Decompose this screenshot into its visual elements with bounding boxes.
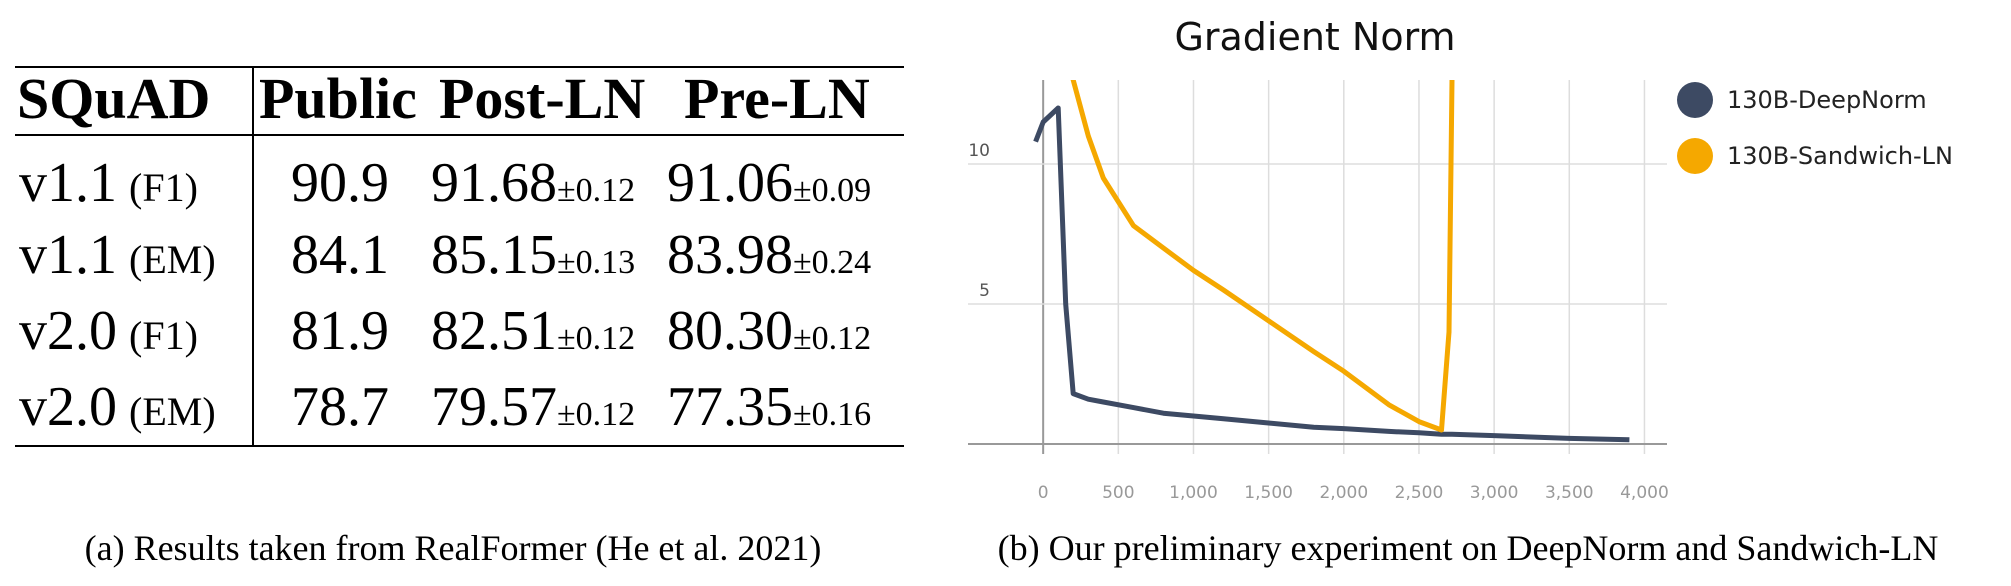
cell: 77.35±0.16 — [667, 376, 871, 438]
cell-std: ±0.09 — [793, 172, 871, 209]
cell-value: 85.15 — [431, 224, 557, 286]
cell: 83.98±0.24 — [667, 224, 871, 286]
x-tick-label: 3,500 — [1545, 483, 1594, 503]
cell-std: ±0.13 — [557, 244, 635, 281]
row-label: v1.1 (EM) — [19, 224, 216, 286]
x-tick-label: 3,000 — [1470, 483, 1519, 503]
cell: 91.06±0.09 — [667, 152, 871, 214]
x-tick-label: 1,500 — [1244, 483, 1293, 503]
cell-std: ±0.16 — [793, 396, 871, 433]
x-tick-label: 1,000 — [1169, 483, 1218, 503]
cell-value: 91.68 — [431, 152, 557, 214]
x-tick-label: 2,500 — [1395, 483, 1444, 503]
cell: 81.9 — [291, 300, 389, 362]
cell: 79.57±0.12 — [431, 376, 635, 438]
legend-label: 130B-Sandwich-LN — [1727, 142, 1953, 170]
table-header: Post-LN — [439, 66, 645, 131]
series-line — [1033, 105, 1630, 443]
metric: (EM) — [129, 237, 216, 282]
metric: (F1) — [129, 313, 198, 358]
cell-std: ±0.12 — [557, 396, 635, 433]
table-header: SQuAD — [17, 66, 210, 131]
cell-value: 91.06 — [667, 152, 793, 214]
cell-value: 82.51 — [431, 300, 557, 362]
cell: 80.30±0.12 — [667, 300, 871, 362]
cell: 85.15±0.13 — [431, 224, 635, 286]
version: v2.0 — [19, 376, 117, 438]
version: v1.1 — [19, 224, 117, 286]
cell: 82.51±0.12 — [431, 300, 635, 362]
cell: 91.68±0.12 — [431, 152, 635, 214]
metric: (EM) — [129, 389, 216, 434]
metric: (F1) — [129, 165, 198, 210]
cell-std: ±0.12 — [557, 172, 635, 209]
cell-std: ±0.12 — [793, 320, 871, 357]
table-header: Pre-LN — [684, 66, 870, 131]
caption: (b) Our preliminary experiment on DeepNo… — [998, 528, 1939, 568]
row-label: v2.0 (F1) — [19, 300, 198, 362]
version: v2.0 — [19, 300, 117, 362]
legend-label: 130B-DeepNorm — [1727, 86, 1927, 114]
cell-value: 83.98 — [667, 224, 793, 286]
chart-title: Gradient Norm — [1174, 15, 1455, 59]
x-tick-label: 4,000 — [1620, 483, 1669, 503]
cell-std: ±0.12 — [557, 320, 635, 357]
table-header: Public — [259, 66, 417, 131]
cell-value: 77.35 — [667, 376, 793, 438]
x-tick-label: 500 — [1102, 483, 1134, 503]
cell-value: 80.30 — [667, 300, 793, 362]
cell: 90.9 — [291, 152, 389, 214]
row-label: v2.0 (EM) — [19, 376, 216, 438]
y-tick-label: 5 — [979, 281, 990, 301]
legend-marker — [1677, 138, 1713, 174]
row-label: v1.1 (F1) — [19, 152, 198, 214]
x-tick-label: 2,000 — [1319, 483, 1368, 503]
series-line — [1070, 80, 1455, 433]
y-tick-label: 10 — [968, 141, 990, 161]
caption: (a) Results taken from RealFormer (He et… — [85, 528, 822, 568]
x-tick-label: 0 — [1038, 483, 1049, 503]
cell-value: 79.57 — [431, 376, 557, 438]
cell-std: ±0.24 — [793, 244, 871, 281]
cell: 78.7 — [291, 376, 389, 438]
version: v1.1 — [19, 152, 117, 214]
cell: 84.1 — [291, 224, 389, 286]
legend-marker — [1677, 82, 1713, 118]
